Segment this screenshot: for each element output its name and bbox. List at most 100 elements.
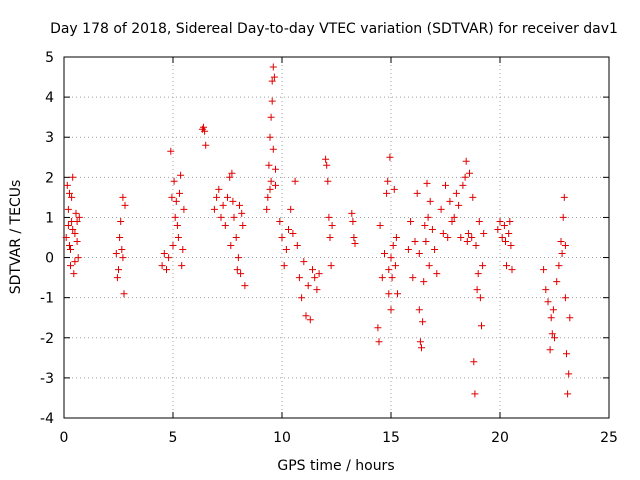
data-point-marker xyxy=(428,226,436,233)
data-point-marker xyxy=(263,205,271,213)
data-point-marker xyxy=(547,314,555,322)
data-point-marker xyxy=(163,266,170,274)
data-point-marker xyxy=(280,262,288,270)
data-point-marker xyxy=(387,254,395,262)
data-point-marker xyxy=(387,306,395,314)
data-point-marker xyxy=(557,238,565,245)
data-point-marker xyxy=(471,390,479,398)
y-axis-label: SDTVAR / TECUs xyxy=(8,180,24,295)
data-point-marker xyxy=(555,262,563,270)
data-point-marker xyxy=(349,218,357,225)
data-point-marker xyxy=(542,286,550,294)
data-point-marker xyxy=(289,230,297,237)
data-point-marker xyxy=(121,201,129,209)
data-point-marker xyxy=(450,213,458,221)
x-tick-label: 5 xyxy=(169,430,178,446)
data-point-marker xyxy=(236,201,243,209)
data-point-marker xyxy=(384,177,392,185)
x-tick-label: 15 xyxy=(382,430,400,446)
data-point-marker xyxy=(376,222,384,229)
data-point-marker xyxy=(419,318,427,326)
y-tick-label: 3 xyxy=(45,130,54,146)
data-point-marker xyxy=(558,250,566,257)
y-tick-label: 2 xyxy=(45,170,54,186)
data-point-marker xyxy=(237,270,245,278)
data-point-marker xyxy=(540,266,548,274)
data-point-marker xyxy=(351,240,359,247)
data-point-marker xyxy=(71,230,79,237)
data-point-marker xyxy=(116,234,124,241)
data-point-marker xyxy=(315,270,323,278)
data-point-marker xyxy=(268,97,276,105)
data-point-marker xyxy=(322,155,330,163)
data-point-marker xyxy=(158,262,166,270)
data-point-marker xyxy=(276,218,284,225)
data-point-marker xyxy=(464,230,472,237)
data-point-marker xyxy=(389,242,397,249)
data-point-marker xyxy=(165,254,173,262)
data-point-marker xyxy=(494,226,502,233)
data-point-marker xyxy=(328,222,336,229)
data-point-marker xyxy=(442,181,449,189)
data-point-marker xyxy=(174,234,182,241)
data-point-marker xyxy=(287,205,295,213)
data-point-marker xyxy=(178,262,186,270)
data-point-marker xyxy=(267,177,275,185)
data-point-marker xyxy=(549,306,557,314)
data-point-marker xyxy=(69,226,77,233)
data-point-marker xyxy=(560,193,568,201)
data-point-marker xyxy=(479,262,487,270)
data-point-marker xyxy=(475,218,483,225)
data-point-marker xyxy=(561,294,569,302)
data-point-marker xyxy=(224,193,231,201)
x-tick-label: 10 xyxy=(273,430,291,446)
y-tick-label: -1 xyxy=(40,291,54,307)
data-point-marker xyxy=(210,205,218,213)
data-point-marker xyxy=(309,266,316,274)
data-point-marker xyxy=(503,262,510,270)
data-point-marker xyxy=(461,173,469,181)
data-point-marker xyxy=(508,266,516,274)
data-point-marker xyxy=(407,218,415,225)
data-point-marker xyxy=(385,266,393,274)
data-point-marker xyxy=(374,324,382,332)
y-tick-label: -4 xyxy=(40,411,54,427)
data-point-marker xyxy=(73,238,81,245)
data-point-marker xyxy=(285,226,292,233)
data-point-marker xyxy=(391,262,399,270)
data-point-marker xyxy=(546,346,554,354)
data-point-marker xyxy=(455,201,463,209)
data-point-marker xyxy=(71,258,79,266)
data-point-marker xyxy=(326,234,334,241)
data-point-marker xyxy=(561,242,569,249)
data-point-marker xyxy=(313,286,321,294)
data-point-marker xyxy=(173,222,181,229)
data-point-marker xyxy=(323,161,331,169)
data-point-marker xyxy=(386,153,394,161)
data-point-marker xyxy=(559,213,567,221)
data-point-marker xyxy=(170,177,178,185)
data-point-marker xyxy=(293,242,301,249)
data-point-marker xyxy=(381,250,388,257)
y-tick-label: 0 xyxy=(45,251,54,267)
axis-ticks: 0 5 10 15 20 25 -4 -3 -2 -1 0 1 2 3 4 5 xyxy=(40,50,618,446)
data-point-marker xyxy=(385,290,393,298)
data-point-marker xyxy=(311,274,319,282)
data-point-marker xyxy=(213,193,221,201)
data-point-marker xyxy=(474,270,482,278)
data-point-marker xyxy=(268,77,276,85)
data-point-marker xyxy=(426,197,434,205)
data-point-marker xyxy=(171,213,179,221)
data-point-marker xyxy=(473,286,481,294)
data-point-marker xyxy=(67,246,74,253)
data-point-marker xyxy=(270,73,278,81)
data-point-marker xyxy=(269,145,277,153)
data-point-marker xyxy=(478,322,485,330)
data-point-marker xyxy=(507,242,515,249)
data-point-marker xyxy=(448,218,456,225)
data-point-marker xyxy=(226,173,234,181)
y-tick-label: 1 xyxy=(45,210,54,226)
data-point-marker xyxy=(176,189,183,197)
data-point-marker xyxy=(219,201,227,209)
